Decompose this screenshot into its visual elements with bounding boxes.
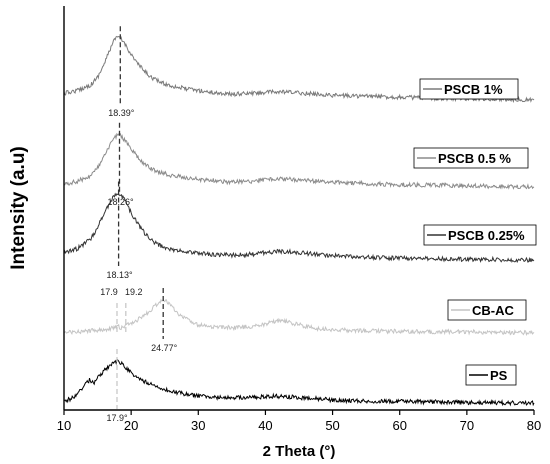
- legend-box-1: [413, 147, 529, 169]
- x-tick-label-5: 60: [392, 418, 406, 433]
- peak-label-3-0: 17.9: [100, 287, 118, 297]
- legend-box-0: [419, 78, 519, 100]
- series-line-4: [63, 358, 535, 407]
- series-line-3: [63, 298, 535, 337]
- axes: [63, 6, 534, 411]
- legend-label-1: PSCB 0.5 %: [438, 151, 511, 166]
- legend-label-2: PSCB 0.25%: [448, 228, 525, 243]
- x-tick-label-4: 50: [325, 418, 339, 433]
- x-axis-title: 2 Theta (°): [263, 443, 336, 460]
- legend-box-3: [447, 299, 527, 321]
- x-tick-label-6: 70: [460, 418, 474, 433]
- x-tick-label-0: 10: [57, 418, 71, 433]
- series-line-2: [63, 192, 535, 264]
- peak-label-1-0: 18.26°: [107, 197, 134, 207]
- y-axis-title: Intensity (a.u): [8, 146, 29, 270]
- peak-label-3-2: 24.77°: [151, 343, 178, 353]
- x-tick-label-3: 40: [258, 418, 272, 433]
- legend: PSCB 1% PSCB 0.5 % PSCB 0.25% CB-AC PS: [413, 78, 537, 386]
- legend-label-4: PS: [490, 368, 508, 383]
- x-tick-label-7: 80: [527, 418, 541, 433]
- peak-label-3-1: 19.2: [125, 287, 143, 297]
- legend-box-4: [465, 364, 517, 386]
- legend-label-3: CB-AC: [472, 303, 514, 318]
- peak-markers: 18.39° 18.26° 18.13° 17.9 19.2 24.77° 17.9°: [100, 26, 178, 423]
- series-line-1: [63, 132, 535, 190]
- peak-label-0-0: 18.39°: [108, 108, 135, 118]
- x-tick-label-2: 30: [191, 418, 205, 433]
- x-tick-label-1: 20: [124, 418, 138, 433]
- peak-label-4-0: 17.9°: [106, 413, 128, 423]
- peak-label-2-0: 18.13°: [107, 270, 134, 280]
- x-ticks: 10 20 30 40 50 60 70 80: [57, 410, 541, 433]
- legend-label-0: PSCB 1%: [444, 82, 503, 97]
- legend-box-2: [423, 224, 537, 246]
